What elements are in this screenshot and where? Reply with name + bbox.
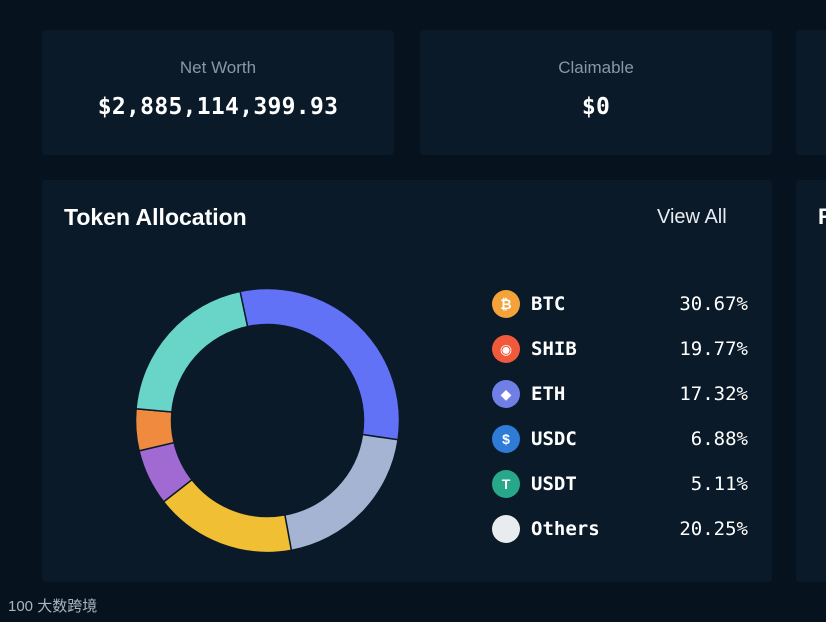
legend-row-usdc: $ USDC 6.88% [492, 425, 748, 470]
legend-symbol: ETH [531, 383, 566, 405]
net-worth-value: $2,885,114,399.93 [97, 94, 339, 120]
donut-slice-btc [239, 287, 401, 441]
claimable-label: Claimable [558, 58, 634, 77]
legend-row-btc: ₿ BTC 30.67% [492, 290, 748, 335]
legend-symbol: Others [531, 518, 600, 540]
legend-percent: 6.88% [690, 428, 748, 450]
claimable-card: Claimable $0 [420, 30, 772, 155]
net-worth-label: Net Worth [179, 58, 257, 77]
legend-row-others: Others 20.25% [492, 515, 748, 560]
donut-slice-eth [162, 478, 293, 554]
ethereum-icon: ◆ [492, 380, 520, 408]
legend-row-eth: ◆ ETH 17.32% [492, 380, 748, 425]
offscreen-stat-card [796, 30, 826, 155]
legend-row-shib: ◉ SHIB 19.77% [492, 335, 748, 380]
legend-percent: 30.67% [679, 293, 748, 315]
view-all-link[interactable]: View All [657, 206, 727, 228]
offscreen-panel-title-fragment: R [818, 204, 826, 229]
shiba-icon: ◉ [492, 335, 520, 363]
offscreen-panel-card: R [796, 180, 826, 582]
legend-percent: 19.77% [679, 338, 748, 360]
legend-percent: 5.11% [690, 473, 748, 495]
net-worth-card: Net Worth $2,885,114,399.93 [42, 30, 394, 155]
legend-percent: 20.25% [679, 518, 748, 540]
tether-icon: T [492, 470, 520, 498]
others-icon [492, 515, 520, 543]
watermark: 100 大数跨境 [8, 598, 98, 615]
legend-symbol: USDC [531, 428, 577, 450]
bitcoin-icon: ₿ [492, 290, 520, 318]
donut-slice-shib [283, 433, 399, 552]
donut-slice-usdt [134, 407, 175, 452]
donut-slice-others [135, 290, 249, 413]
allocation-donut-chart [134, 287, 401, 554]
claimable-value: $0 [581, 94, 611, 120]
allocation-legend: ₿ BTC 30.67% ◉ SHIB 19.77% ◆ ETH 17.32% $ USDC 6.88… [492, 290, 748, 560]
legend-percent: 17.32% [679, 383, 748, 405]
legend-symbol: BTC [531, 293, 566, 315]
legend-symbol: USDT [531, 473, 577, 495]
token-allocation-card: Token Allocation View All ₿ BTC 30.67% ◉ SHI… [42, 180, 772, 582]
token-allocation-title: Token Allocation [64, 204, 247, 230]
legend-symbol: SHIB [531, 338, 577, 360]
usdc-icon: $ [492, 425, 520, 453]
legend-row-usdt: T USDT 5.11% [492, 470, 748, 515]
